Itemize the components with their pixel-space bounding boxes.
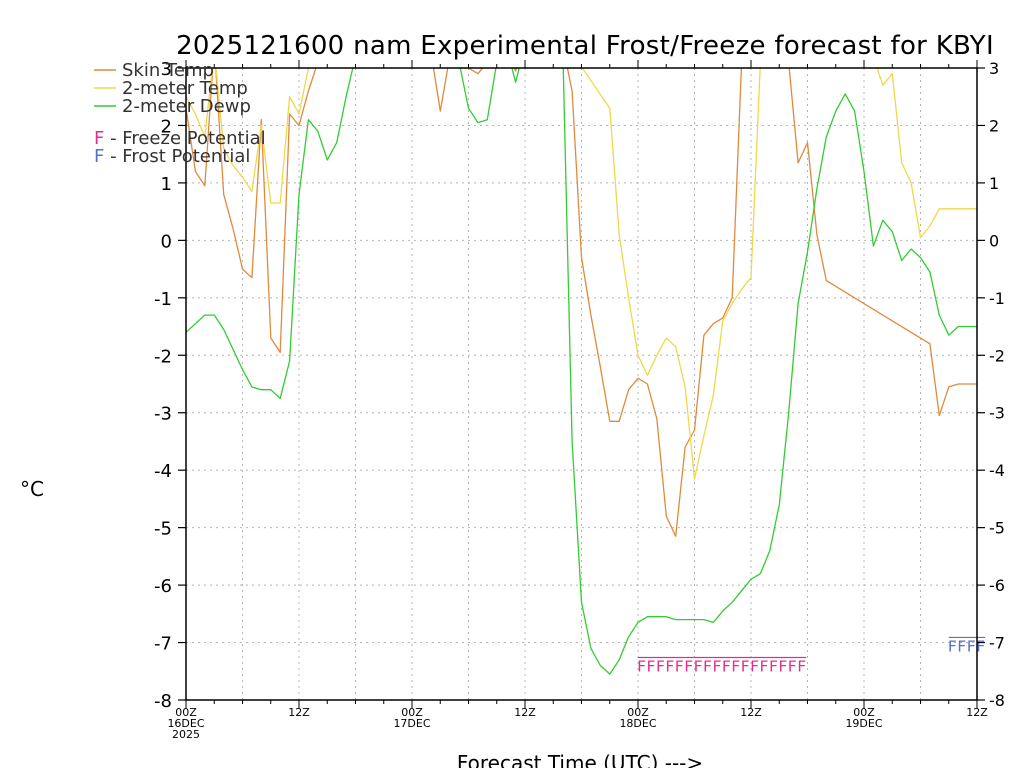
y-tick-label-left: -2	[154, 346, 172, 367]
freeze-marker: F	[722, 658, 731, 676]
y-tick-label-left: -7	[154, 634, 172, 655]
y-tick-label-left: 3	[161, 59, 172, 80]
freeze-marker: F	[646, 658, 655, 676]
x-tick-label: 12Z	[740, 706, 762, 719]
two-meter-temp-line	[186, 68, 977, 480]
y-tick-label-right: -1	[989, 289, 1005, 308]
y-tick-label-right: -5	[989, 519, 1005, 538]
x-tick-label: 12Z	[514, 706, 536, 719]
x-tick-label: 19DEC	[845, 717, 882, 730]
y-tick-label-left: -5	[154, 519, 172, 540]
x-tick-label: 2025	[172, 728, 200, 741]
freeze-marker: F	[759, 658, 768, 676]
x-tick-label: 00Z	[175, 706, 197, 719]
y-tick-label-left: -1	[154, 289, 172, 310]
y-tick-label-right: -7	[989, 634, 1005, 653]
legend-entry: Skin Temp	[122, 60, 214, 81]
markers-layer: F F F F F F F F F F F F F F F F F FF F F F	[637, 636, 985, 676]
freeze-marker: F	[675, 658, 684, 676]
x-tick-label: 12Z	[966, 706, 988, 719]
y-tick-label-right: -3	[989, 404, 1005, 423]
x-tick-label: 00Z	[853, 706, 875, 719]
y-tick-label-right: 3	[989, 59, 999, 78]
x-tick-label: 17DEC	[393, 717, 430, 730]
chart-title: 2025121600 nam Experimental Frost/Freeze…	[176, 31, 994, 61]
freeze-marker: F	[750, 658, 759, 676]
y-axis-label: °C	[20, 477, 44, 501]
y-tick-label-left: -8	[154, 691, 172, 712]
freeze-marker: F	[712, 658, 721, 676]
y-tick-label-left: -3	[154, 404, 172, 425]
y-tick-label-right: -8	[989, 691, 1005, 710]
y-tick-label-left: -4	[154, 461, 172, 482]
freeze-marker: F	[656, 658, 665, 676]
legend-entry: F - Freeze Potential	[94, 128, 266, 149]
y-tick-label-right: -6	[989, 576, 1005, 595]
y-tick-label-right: 2	[989, 116, 999, 135]
freeze-marker: F	[731, 658, 740, 676]
freeze-marker: F	[637, 658, 646, 676]
y-tick-label-right: 0	[989, 231, 999, 250]
freeze-marker: F	[741, 658, 750, 676]
frost-marker: F	[976, 637, 985, 655]
x-tick-label: 00Z	[401, 706, 423, 719]
freeze-marker: F	[797, 658, 806, 676]
series-layer	[186, 68, 977, 675]
y-tick-label-left: -6	[154, 576, 172, 597]
freeze-marker: F	[778, 658, 787, 676]
y-tick-label-right: -2	[989, 346, 1005, 365]
x-tick-label: 18DEC	[619, 717, 656, 730]
freeze-marker: F	[788, 658, 797, 676]
legend-entry: F - Frost Potential	[94, 146, 250, 167]
freeze-marker: F	[694, 658, 703, 676]
freeze-marker: F	[684, 658, 693, 676]
x-tick-label: 12Z	[288, 706, 310, 719]
frost-marker: F	[967, 637, 976, 655]
x-tick-label: 16DEC	[167, 717, 204, 730]
legend-entry: 2-meter Dewp	[122, 96, 251, 117]
freeze-marker: F	[769, 658, 778, 676]
skin-temp-line	[186, 68, 977, 537]
axes-layer: -8 -8 -7 -7 -6 -6 -5 -5 -4 -4 -3 -3 -2 -2 -1 -1 0 0 1 1 2 2 3 3…	[154, 59, 1005, 741]
freeze-marker: F	[703, 658, 712, 676]
y-tick-label-right: -4	[989, 461, 1005, 480]
y-tick-label-right: 1	[989, 174, 999, 193]
two-meter-dewp-line	[186, 68, 977, 675]
legend-entry: 2-meter Temp	[122, 78, 248, 99]
frost-marker: F	[948, 637, 957, 655]
y-tick-label-left: 1	[161, 174, 172, 195]
frost-marker: F	[957, 637, 966, 655]
x-tick-label: 00Z	[627, 706, 649, 719]
freeze-marker: F	[665, 658, 674, 676]
y-tick-label-left: 0	[161, 231, 172, 252]
x-axis-label: Forecast Time (UTC) --->	[457, 751, 703, 768]
y-tick-label-left: 2	[161, 116, 172, 137]
